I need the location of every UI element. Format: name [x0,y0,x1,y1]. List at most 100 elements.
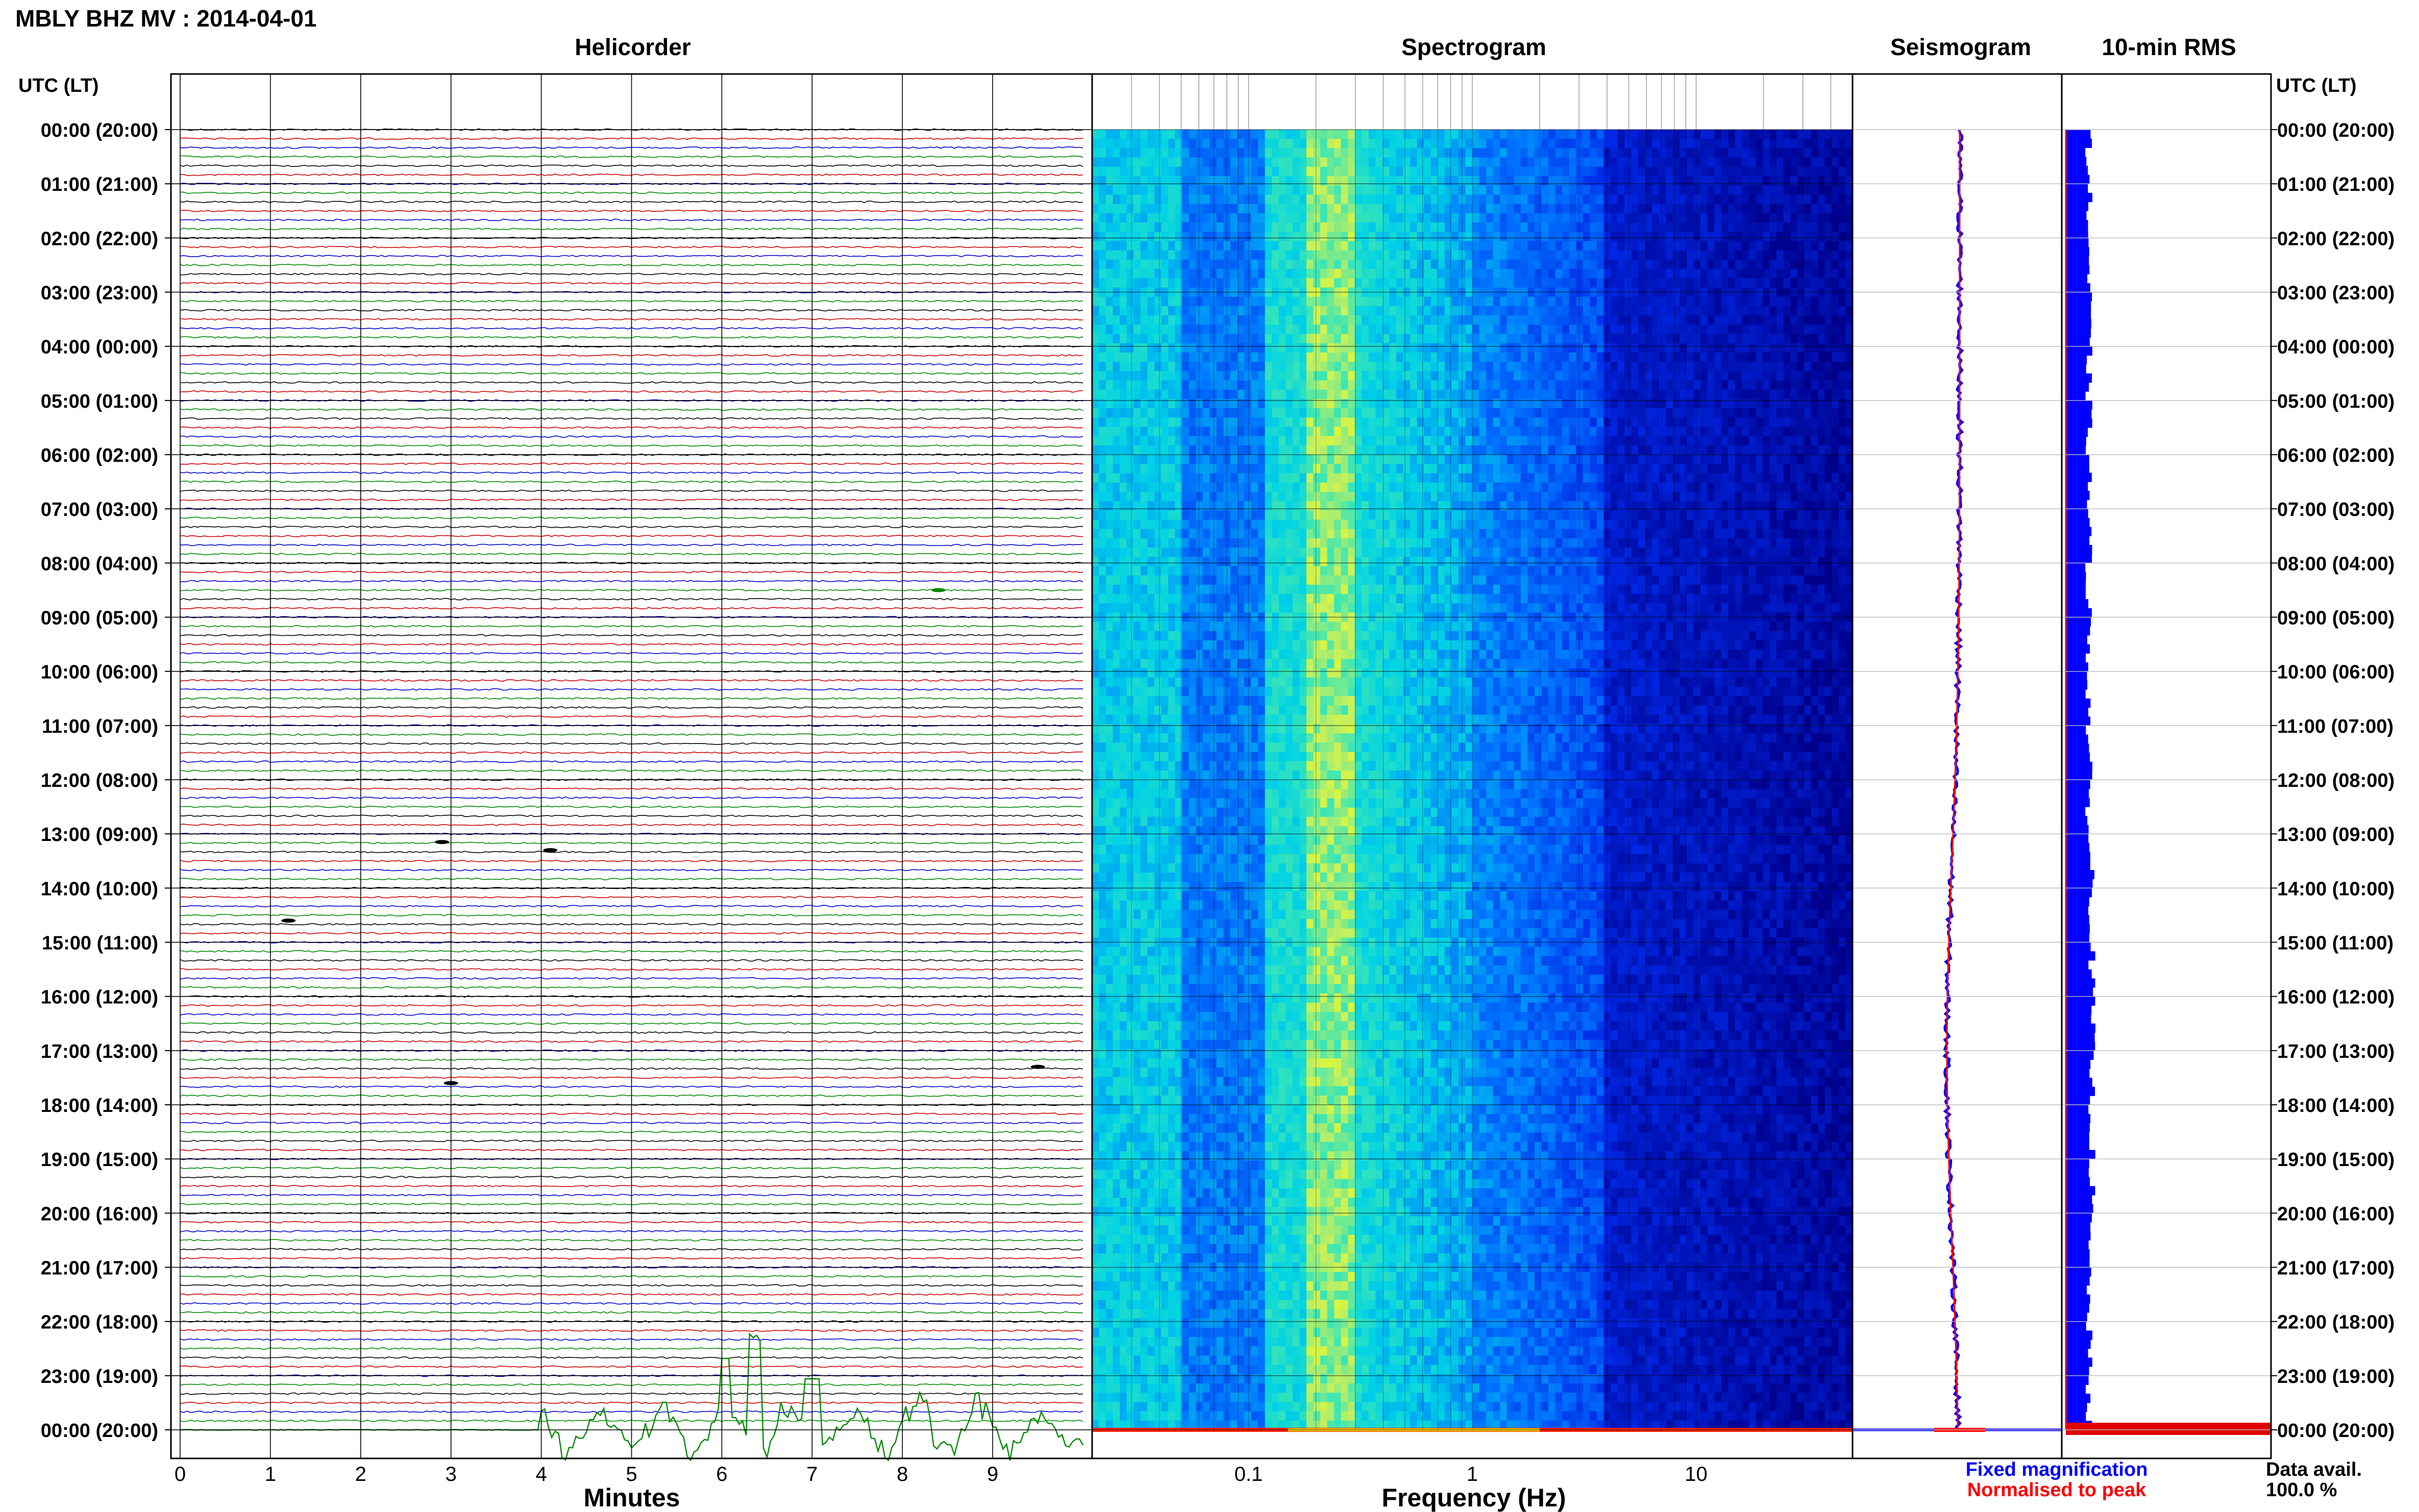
spectrogram-cell [1410,241,1418,251]
spectrogram-cell [1832,408,1839,418]
spectrogram-cell [1458,157,1466,167]
spectrogram-cell [1472,501,1480,511]
spectrogram-cell [1444,166,1452,177]
spectrogram-cell [1610,491,1618,502]
spectrogram-cell [1666,269,1673,279]
spectrogram-cell [1251,213,1258,223]
spectrogram-cell [1527,529,1535,539]
spectrogram-cell [1472,306,1480,316]
spectrogram-cell [1417,455,1424,464]
spectrogram-cell [1147,436,1155,446]
spectrogram-cell [1576,455,1584,464]
spectrogram-cell [1210,315,1217,325]
spectrogram-cell [1265,213,1272,223]
spectrogram-cell [1362,501,1369,511]
spectrogram-cell [1672,296,1680,307]
spectrogram-cell [1196,278,1203,288]
spectrogram-cell [1403,250,1411,260]
spectrogram-cell [1576,464,1584,474]
spectrogram-cell [1514,296,1521,307]
spectrogram-cell [1334,464,1342,474]
spectrogram-cell [1286,232,1293,241]
spectrogram-cell [1603,157,1611,167]
spectrogram-cell [1210,519,1217,530]
spectrogram-cell [1299,194,1307,205]
spectrogram-cell [1790,269,1798,279]
spectrogram-cell [1700,166,1708,177]
spectrogram-cell [1500,445,1508,455]
spectrogram-cell [1099,510,1106,520]
spectrogram-cell [1493,389,1500,400]
spectrogram-cell [1596,380,1604,390]
spectrogram-cell [1783,139,1791,148]
spectrogram-cell [1133,501,1141,511]
spectrogram-cell [1769,194,1777,205]
spectrogram-cell [1527,204,1535,214]
spectrogram-cell [1520,139,1528,148]
spectrogram-cell [1534,259,1542,269]
spectrogram-cell [1334,176,1342,186]
spectrogram-cell [1631,176,1639,186]
spectrogram-cell [1569,250,1576,260]
spectrogram-cell [1769,436,1777,446]
spectrogram-cell [1714,250,1722,260]
spectrogram-cell [1092,362,1100,371]
spectrogram-cell [1721,166,1729,177]
spectrogram-cell [1652,334,1660,344]
spectrogram-cell [1244,194,1252,205]
spectrogram-cell [1686,213,1694,223]
spectrogram-cell [1638,519,1646,530]
spectrogram-cell [1638,380,1646,390]
spectrogram-cell [1631,269,1639,279]
spectrogram-cell [1610,176,1618,186]
spectrogram-cell [1210,371,1217,381]
spectrogram-cell [1216,139,1224,148]
spectrogram-cell [1189,232,1196,241]
spectrogram-cell [1693,194,1701,205]
spectrogram-cell [1106,445,1114,455]
spectrogram-cell [1569,343,1576,353]
spectrogram-cell [1140,213,1148,223]
spectrogram-cell [1292,306,1300,316]
spectrogram-cell [1845,436,1853,446]
spectrogram-cell [1507,529,1514,539]
spectrogram-cell [1486,269,1494,279]
spectrogram-cell [1175,176,1182,186]
spectrogram-cell [1216,343,1224,353]
spectrogram-cell [1527,417,1535,427]
spectrogram-cell [1804,269,1812,279]
spectrogram-cell [1168,343,1176,353]
spectrogram-cell [1672,185,1680,195]
spectrogram-cell [1541,148,1549,158]
spectrogram-cell [1569,204,1576,214]
spectrogram-cell [1742,139,1749,148]
spectrogram-cell [1776,241,1784,251]
spectrogram-cell [1272,427,1279,437]
spectrogram-cell [1230,250,1238,260]
spectrogram-cell [1216,259,1224,269]
spectrogram-cell [1583,473,1590,483]
spectrogram-cell [1126,166,1134,177]
spectrogram-cell [1845,232,1853,241]
spectrogram-cell [1617,166,1625,177]
spectrogram-cell [1666,464,1673,474]
spectrogram-cell [1493,269,1500,279]
spectrogram-cell [1576,445,1584,455]
spectrogram-cell [1686,130,1694,139]
spectrogram-cell [1638,334,1646,344]
spectrogram-cell [1818,185,1825,195]
spectrogram-cell [1638,343,1646,353]
spectrogram-cell [1424,491,1431,502]
spectrogram-cell [1479,185,1487,195]
spectrogram-cell [1424,445,1431,455]
spectrogram-cell [1099,185,1106,195]
spectrogram-cell [1286,436,1293,446]
spectrogram-cell [1541,185,1549,195]
spectrogram-cell [1292,352,1300,362]
spectrogram-cell [1278,325,1286,334]
spectrogram-cell [1534,455,1542,464]
spectrogram-cell [1278,222,1286,232]
spectrogram-cell [1714,362,1722,371]
spectrogram-cell [1534,232,1542,241]
spectrogram-cell [1520,473,1528,483]
